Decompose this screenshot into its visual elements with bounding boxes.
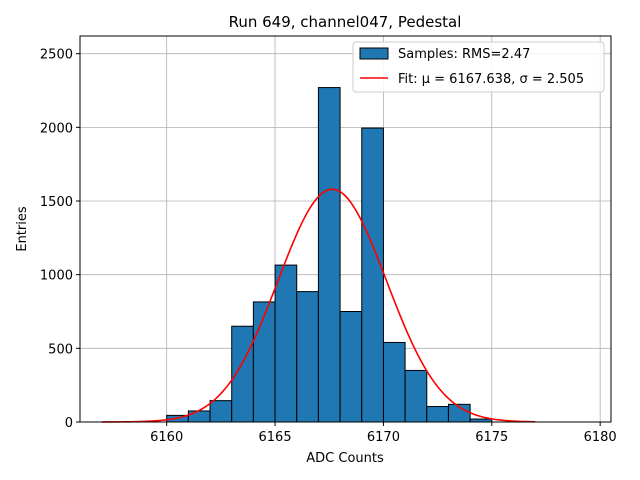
histogram-bar	[426, 406, 449, 423]
y-tick-label: 500	[48, 342, 73, 357]
y-tick-label: 1500	[40, 195, 73, 210]
y-tick-label: 2500	[40, 48, 73, 63]
legend-fit-label: Fit: μ = 6167.638, σ = 2.505	[398, 72, 584, 87]
x-tick-label: 6180	[584, 430, 617, 445]
x-tick-label: 6175	[475, 430, 508, 445]
histogram-bar	[252, 301, 276, 423]
histogram-bar	[209, 400, 233, 423]
y-axis-ticks: 0 500 1000 1500 2000 2500	[40, 48, 80, 431]
chart-title: Run 649, channel047, Pedestal	[229, 13, 462, 31]
x-tick-label: 6170	[367, 430, 400, 445]
x-tick-label: 6165	[259, 430, 292, 445]
y-tick-label: 1000	[40, 269, 73, 284]
plot-frame	[79, 35, 612, 423]
y-axis-label: Entries	[15, 206, 30, 252]
histogram-bar	[296, 291, 319, 423]
histogram-bar	[382, 341, 406, 423]
histogram-bar	[339, 311, 363, 423]
x-tick-label: 6160	[150, 430, 183, 445]
histogram-bars	[166, 87, 493, 423]
histogram-bar	[274, 264, 298, 423]
x-axis-ticks: 6160 6165 6170 6175 6180	[150, 422, 617, 445]
fit-curve	[101, 188, 536, 423]
legend-histogram-label: Samples: RMS=2.47	[398, 47, 530, 62]
histogram-bar	[317, 87, 341, 423]
legend-box	[352, 41, 605, 93]
histogram-bar	[361, 127, 384, 423]
histogram-bar	[404, 369, 428, 423]
histogram-bar	[187, 410, 211, 423]
y-tick-label: 0	[65, 416, 73, 431]
y-tick-label: 2000	[40, 121, 73, 136]
x-axis-label: ADC Counts	[306, 451, 384, 466]
legend-histogram-swatch	[359, 47, 389, 60]
legend: Samples: RMS=2.47 Fit: μ = 6167.638, σ =…	[352, 41, 605, 93]
